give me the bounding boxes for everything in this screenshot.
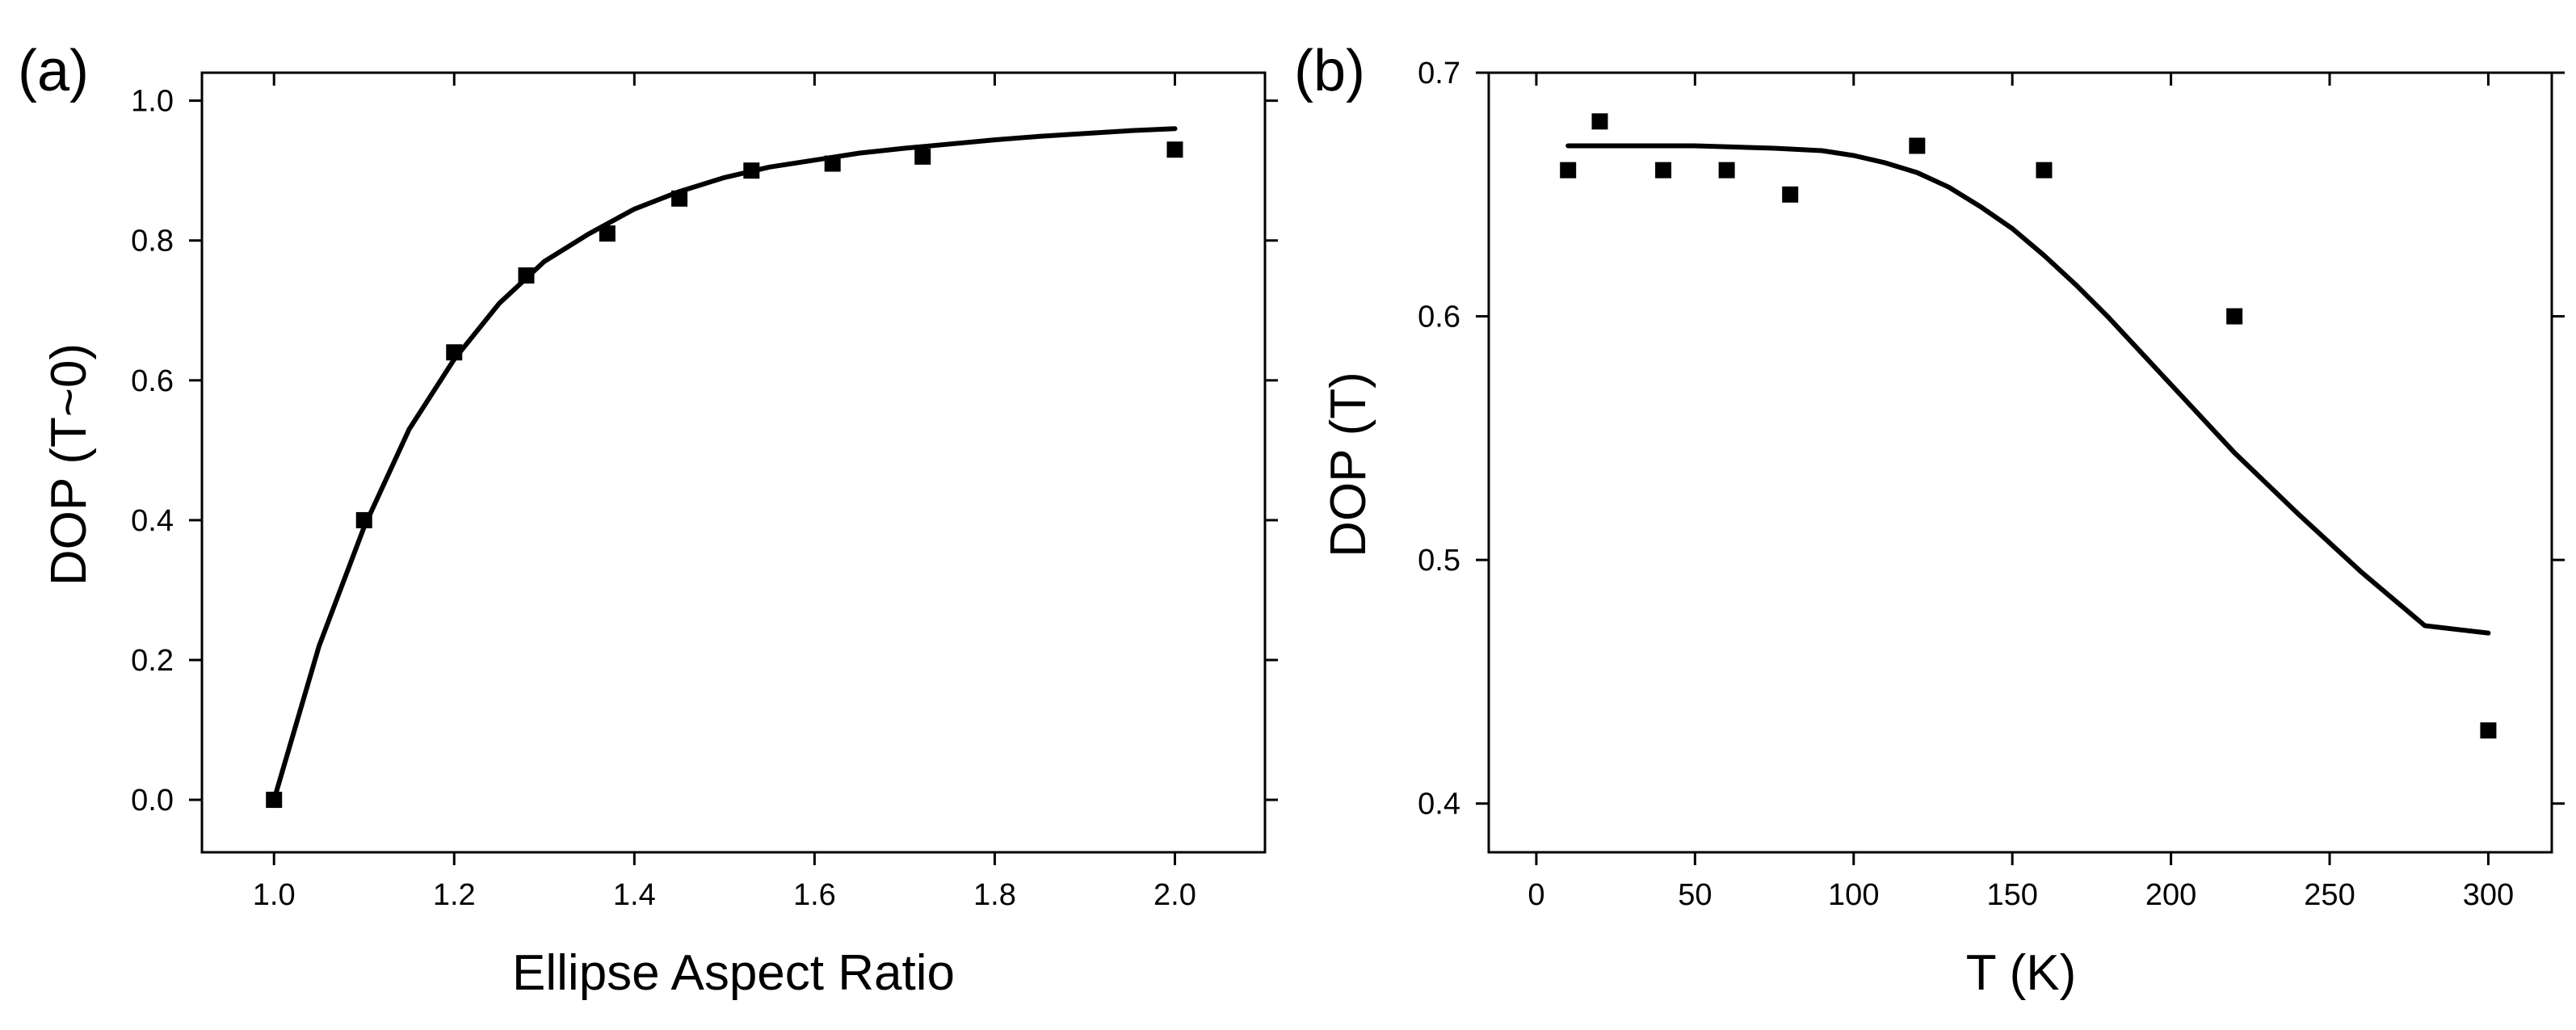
panel-b-x-tick-label: 250: [2304, 878, 2355, 912]
panel-a-plot-frame: [200, 71, 1267, 854]
panel-a-y-tick-label: 0.0: [131, 784, 174, 818]
panel-a-data-point: [671, 190, 688, 207]
panel-a-ticks: 1.0 1.2 1.4 1.6 1.8 2.0 0.0 0.2 0.4 0.6 0.8 1.0: [131, 73, 1278, 912]
panel-b-data-point: [2226, 308, 2243, 325]
panel-b-label: (b): [1294, 39, 1365, 103]
panel-b-x-tick-label: 0: [1528, 878, 1544, 912]
panel-b-y-axis-title: DOP (T): [1321, 372, 1376, 557]
panel-a-x-tick-label: 1.6: [793, 878, 836, 912]
panel-a-data-point: [599, 225, 616, 242]
panel-a-data-point: [446, 344, 463, 361]
panel-a-y-tick-label: 0.2: [131, 644, 174, 678]
panel-a-data-point: [518, 267, 535, 284]
panel-a-x-tick-label: 1.4: [613, 878, 656, 912]
panel-a-x-tick-label: 1.0: [253, 878, 296, 912]
panel-a-label: (a): [18, 39, 89, 103]
panel-a-data-point: [266, 792, 283, 809]
panel-b-x-tick-label: 200: [2145, 878, 2196, 912]
panel-b-x-axis-title: T (K): [1966, 945, 2077, 1001]
panel-a-y-tick-label: 1.0: [131, 85, 174, 119]
panel-b-y-tick-label: 0.5: [1418, 544, 1460, 578]
panel-a-y-tick-label: 0.8: [131, 225, 174, 259]
panel-a-x-tick-label: 2.0: [1154, 878, 1196, 912]
panel-a-data-point: [355, 511, 372, 528]
panel-b-data-point: [1560, 162, 1577, 179]
panel-b-x-tick-label: 300: [2463, 878, 2514, 912]
panel-a-y-axis-title: DOP (T~0): [41, 343, 97, 586]
panel-b-y-tick-label: 0.7: [1418, 57, 1460, 90]
panel-b: (b) DOP (T) T (K) 0 50 100 150 200 250 3000.40…: [1294, 39, 2565, 1001]
panel-b-data-point: [1718, 162, 1735, 179]
panel-a-data-point: [914, 148, 931, 165]
panel-b-data-points: [1560, 113, 2497, 739]
panel-a-fit-line: [271, 126, 1178, 803]
panel-b-x-tick-label: 100: [1828, 878, 1879, 912]
panel-a-x-tick-label: 1.8: [973, 878, 1016, 912]
panel-a-x-tick-label: 1.2: [433, 878, 476, 912]
panel-b-x-tick-label: 150: [1986, 878, 2037, 912]
panel-a-y-tick-label: 0.4: [131, 504, 174, 538]
panel-a: (a) DOP (T~0) Ellipse Aspect Ratio 1.0 1.…: [18, 39, 1278, 1001]
panel-b-data-point: [1909, 137, 1926, 154]
panel-a-data-point: [1166, 141, 1183, 158]
panel-b-ticks: 0 50 100 150 200 250 300 0.4 0.5 0.6 0.7: [1418, 57, 2565, 912]
panel-b-y-tick-label: 0.4: [1418, 788, 1460, 822]
panel-a-data-points: [266, 141, 1183, 809]
panel-a-data-point: [743, 162, 760, 179]
panel-b-fit-line: [1565, 143, 2491, 636]
panel-b-y-tick-label: 0.6: [1418, 301, 1460, 334]
panel-b-data-point: [1655, 162, 1672, 179]
panel-b-x-tick-label: 50: [1678, 878, 1712, 912]
panel-b-data-point: [2036, 162, 2053, 179]
panel-b-plot-frame: [1487, 71, 2553, 854]
panel-b-data-point: [1591, 113, 1608, 130]
panel-b-data-point: [1782, 186, 1799, 203]
panel-a-data-point: [824, 155, 841, 172]
panel-b-data-point: [2480, 722, 2497, 739]
panel-a-y-tick-label: 0.6: [131, 364, 174, 398]
panel-a-x-axis-title: Ellipse Aspect Ratio: [512, 945, 955, 1001]
